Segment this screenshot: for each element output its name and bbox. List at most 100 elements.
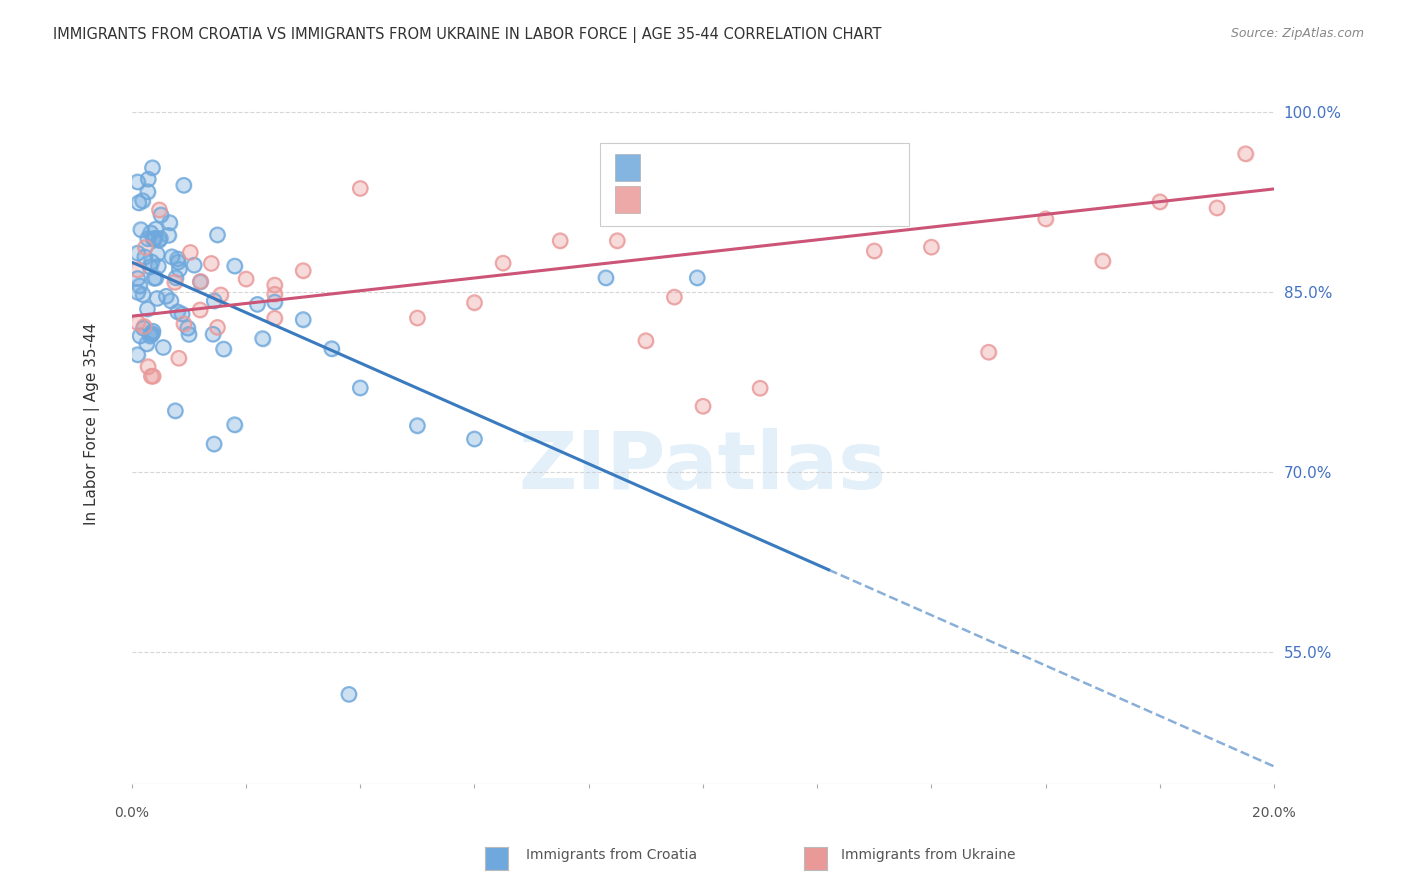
Point	[163, 275, 186, 289]
Point	[173, 178, 195, 193]
Point	[634, 334, 657, 348]
Point	[127, 246, 149, 260]
Point	[148, 259, 170, 273]
Point	[166, 305, 188, 319]
Point	[139, 226, 162, 240]
Point	[136, 359, 159, 374]
Point	[139, 327, 162, 342]
Point	[664, 290, 686, 304]
Point	[136, 185, 159, 199]
Point	[235, 272, 257, 286]
Point	[159, 216, 181, 230]
Point	[207, 227, 229, 242]
Point	[128, 278, 150, 293]
Point	[163, 275, 186, 289]
Point	[148, 202, 170, 217]
Point	[166, 252, 188, 266]
Point	[207, 227, 229, 242]
Point	[127, 262, 149, 277]
Point	[1206, 201, 1229, 215]
Point	[235, 272, 257, 286]
Point	[749, 381, 772, 395]
Point	[207, 320, 229, 334]
Point	[136, 185, 159, 199]
Point	[207, 320, 229, 334]
Text: R = -0.396   N = 76: R = -0.396 N = 76	[651, 158, 842, 176]
Point	[159, 216, 181, 230]
Point	[246, 297, 269, 311]
Point	[173, 317, 195, 331]
Point	[165, 403, 187, 417]
Point	[136, 172, 159, 186]
Point	[139, 260, 162, 274]
Point	[160, 250, 183, 264]
Point	[127, 175, 149, 189]
Point	[142, 232, 165, 246]
Point	[201, 327, 224, 342]
Point	[806, 171, 828, 186]
Point	[463, 295, 485, 310]
Point	[188, 302, 211, 317]
Point	[127, 271, 149, 285]
Point	[134, 250, 156, 264]
Point	[200, 256, 222, 270]
Point	[141, 255, 163, 269]
Point	[127, 316, 149, 330]
Point	[863, 244, 886, 258]
Point	[165, 270, 187, 285]
Point	[129, 222, 152, 236]
Point	[142, 324, 165, 338]
Point	[142, 369, 165, 384]
Point	[131, 194, 153, 208]
Point	[1234, 146, 1257, 161]
Point	[1234, 146, 1257, 161]
Point	[159, 293, 181, 308]
Point	[252, 332, 274, 346]
Point	[263, 295, 285, 310]
Text: Immigrants from Croatia: Immigrants from Croatia	[526, 847, 697, 862]
Point	[977, 345, 1000, 359]
Point	[146, 292, 169, 306]
Point	[177, 327, 200, 342]
Point	[337, 687, 360, 701]
Text: Immigrants from Ukraine: Immigrants from Ukraine	[841, 847, 1015, 862]
Point	[177, 327, 200, 342]
Point	[139, 260, 162, 274]
Point	[143, 231, 166, 245]
Point	[169, 262, 191, 277]
Point	[920, 240, 942, 254]
Point	[548, 234, 571, 248]
Point	[139, 327, 162, 342]
Point	[141, 161, 163, 175]
Point	[1035, 211, 1057, 226]
Point	[146, 247, 169, 261]
Point	[183, 258, 205, 272]
Point	[134, 319, 156, 334]
Point	[179, 245, 201, 260]
Text: ZIPatlas: ZIPatlas	[519, 428, 887, 507]
Point	[143, 271, 166, 285]
Point	[127, 348, 149, 362]
Point	[165, 270, 187, 285]
Point	[173, 317, 195, 331]
Point	[141, 161, 163, 175]
Point	[129, 329, 152, 343]
Point	[686, 270, 709, 285]
Point	[167, 255, 190, 269]
Point	[492, 256, 515, 270]
Point	[349, 181, 371, 195]
Point	[145, 222, 167, 236]
Point	[170, 307, 193, 321]
Point	[188, 275, 211, 289]
Point	[190, 275, 212, 289]
Point	[148, 233, 170, 247]
Point	[246, 297, 269, 311]
Point	[136, 359, 159, 374]
Point	[548, 234, 571, 248]
Point	[170, 307, 193, 321]
Point	[224, 417, 246, 432]
Point	[167, 351, 190, 366]
Point	[142, 232, 165, 246]
Point	[127, 262, 149, 277]
Point	[406, 310, 429, 325]
